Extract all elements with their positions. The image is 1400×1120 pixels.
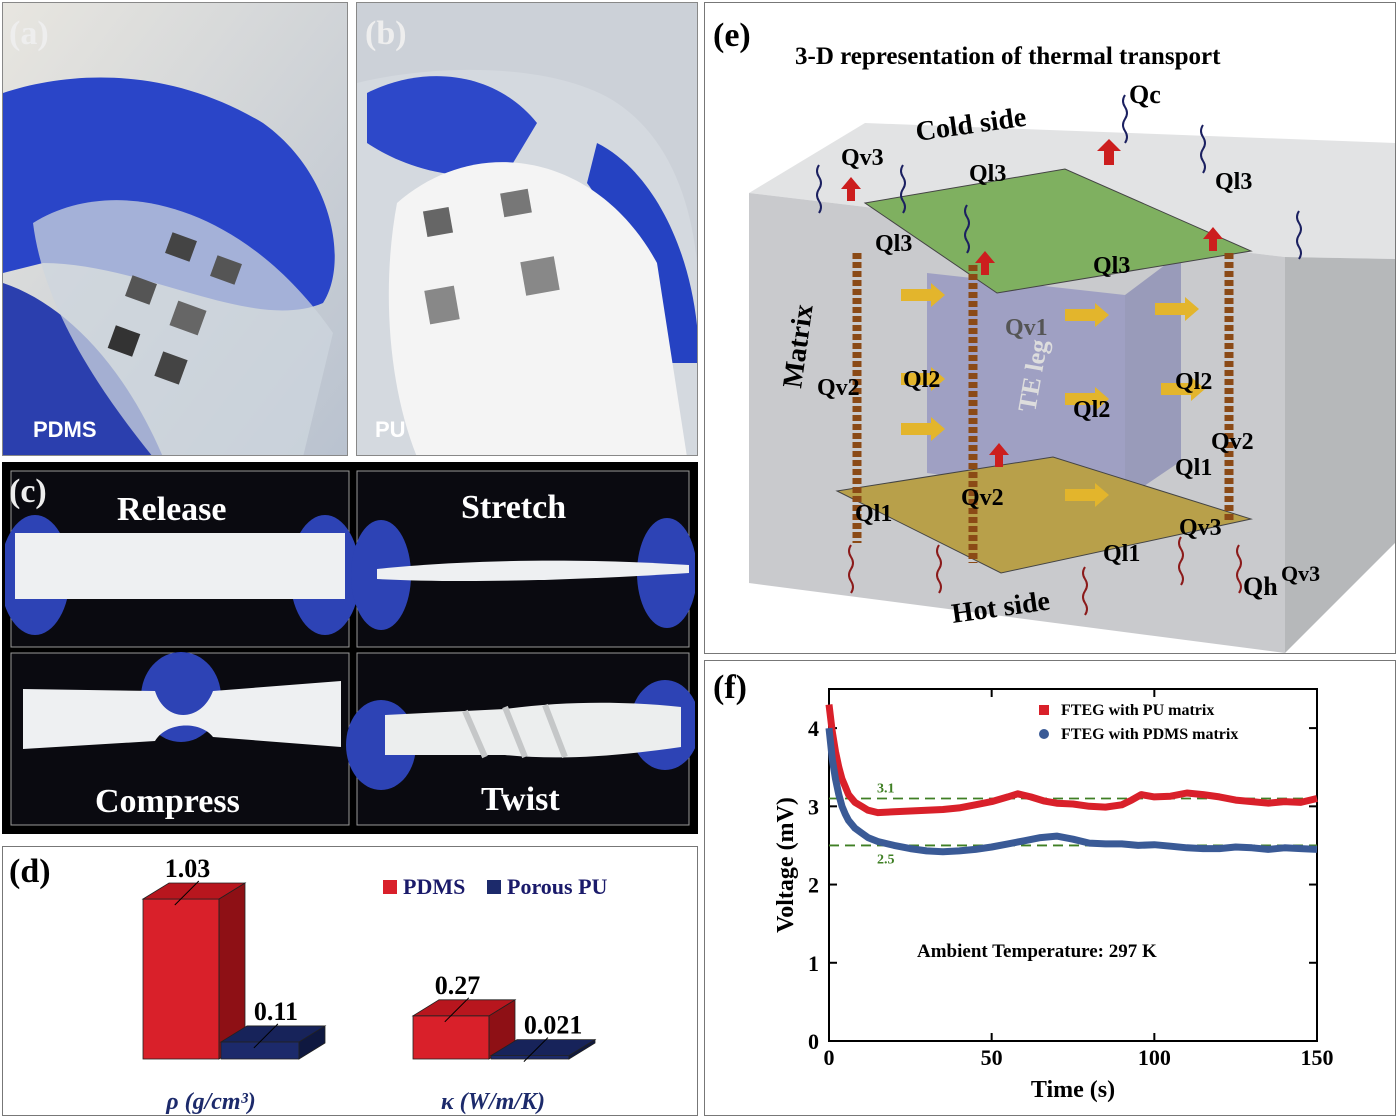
legend-label-pdms: PDMS: [403, 874, 465, 899]
label-qv3-bottom: Qv3: [1281, 561, 1320, 586]
legend-swatch-pdms-matrix: [1039, 729, 1049, 739]
legend-label-pu: Porous PU: [507, 874, 608, 899]
value-label: 0.021: [524, 1011, 583, 1040]
panel-d-label: (d): [9, 853, 51, 890]
legend-swatch-pu-matrix: [1039, 705, 1049, 715]
hot-plate: [835, 456, 1253, 574]
label-ql3-center: Ql3: [1093, 253, 1130, 279]
value-label: 0.11: [254, 997, 298, 1026]
label-ql1-right: Ql1: [1175, 455, 1212, 481]
value-label: 1.03: [165, 854, 211, 883]
category-label-kappa: κ (W/m/K): [441, 1089, 545, 1115]
panel-c-graphic: [0, 470, 700, 826]
label-qv3-top: Qv3: [841, 145, 884, 171]
x-tick-label: 0: [824, 1045, 835, 1070]
plot-frame: [828, 688, 1318, 1042]
y-axis-label: Voltage (mV): [773, 797, 799, 933]
panel-b-caption: PU: [375, 417, 406, 442]
label-ql1-left: Ql1: [855, 501, 892, 527]
thermal-transport-diagram: Cold side Hot side Matrix TE leg Qc Qh Q…: [749, 80, 1395, 653]
panel-c: (c) Release Stretch Compress Twist: [0, 462, 700, 834]
label-qv3-right: Qv3: [1179, 515, 1222, 541]
legend-swatch-pdms: [383, 880, 397, 894]
caption-release: Release: [117, 491, 227, 528]
label-qv2-left: Qv2: [817, 375, 860, 401]
panel-e-label: (e): [713, 17, 751, 54]
x-tick-label: 150: [1301, 1045, 1334, 1070]
x-tick-label: 100: [1138, 1045, 1171, 1070]
caption-compress: Compress: [95, 783, 240, 820]
label-qv1: Qv1: [1005, 315, 1048, 341]
value-label: 0.27: [435, 971, 481, 1000]
x-tick-label: 50: [981, 1045, 1003, 1070]
label-qv2-center: Qv2: [961, 485, 1004, 511]
y-tick-label: 2: [808, 873, 819, 898]
label-qc: Qc: [1129, 80, 1161, 109]
bar-pdms-0: 1.03: [141, 854, 247, 1060]
bar-pdms-1: 0.27: [411, 971, 517, 1060]
photo-pdms-graphic: [3, 3, 347, 455]
panel-c-label: (c): [9, 473, 47, 510]
series-line-fteg-with-pdms-matrix: [825, 727, 1318, 856]
caption-stretch: Stretch: [461, 489, 567, 526]
y-tick-label: 0: [808, 1029, 819, 1054]
panel-f-label: (f): [713, 669, 747, 706]
legend-swatch-pu: [487, 880, 501, 894]
voltage-time-chart: 0 50 100 150 0 1 2 3 4 3.1 2.5 FTEG with PU matri…: [773, 688, 1334, 1103]
photo-pu-graphic: [357, 3, 697, 455]
label-ql3-left: Ql3: [875, 231, 912, 257]
caption-twist: Twist: [481, 781, 560, 818]
legend-label-pdms-matrix: FTEG with PDMS matrix: [1061, 726, 1238, 743]
bar-porous-pu-0: 0.11: [219, 997, 327, 1060]
label-ql2-right: Ql2: [1175, 369, 1212, 395]
panel-a-caption: PDMS: [33, 417, 97, 442]
y-tick-label: 4: [808, 716, 819, 741]
panel-f: (f) 0 50 100 150 0 1 2 3 4 3.1 2.5 FTEG with PU m…: [704, 660, 1396, 1116]
panel-e: (e) 3-D representation of thermal transp…: [704, 2, 1396, 654]
label-ql3-right: Ql3: [1215, 169, 1252, 195]
panel-b-label: (b): [365, 15, 407, 52]
x-axis-label: Time (s): [1031, 1077, 1115, 1103]
photo-pdms: (a) PDMS: [2, 2, 348, 456]
series-line-fteg-with-pu-matrix: [825, 704, 1318, 817]
y-tick-label: 1: [808, 951, 819, 976]
label-ql2-left: Ql2: [903, 367, 940, 393]
category-label-rho: ρ (g/cm³): [165, 1089, 256, 1115]
bar-porous-pu-1: 0.021: [489, 1011, 597, 1062]
legend-label-pu-matrix: FTEG with PU matrix: [1061, 702, 1214, 719]
label-ql1-bottom: Ql1: [1103, 541, 1140, 567]
panel-a-label: (a): [9, 15, 49, 52]
label-ql2-center: Ql2: [1073, 397, 1110, 423]
reference-line-label: 2.5: [877, 852, 895, 867]
cold-plate: [863, 168, 1253, 294]
reference-line-label: 3.1: [877, 782, 895, 797]
panel-d-chart: PDMS Porous PU 1.03 0.11 0.27 0.021 ρ (g/cm…: [141, 854, 608, 1115]
matrix-side-face: [1285, 257, 1395, 653]
photo-pu: (b) PU: [356, 2, 698, 456]
label-qv2-right: Qv2: [1211, 429, 1254, 455]
panel-e-title: 3-D representation of thermal transport: [795, 43, 1221, 70]
label-qh: Qh: [1243, 572, 1278, 601]
panel-d: (d) PDMS Porous PU 1.03 0.11 0.27 0.021 ρ (…: [2, 846, 698, 1116]
ambient-temperature-annotation: Ambient Temperature: 297 K: [917, 941, 1157, 962]
y-tick-label: 3: [808, 794, 819, 819]
label-ql3-top: Ql3: [969, 161, 1006, 187]
